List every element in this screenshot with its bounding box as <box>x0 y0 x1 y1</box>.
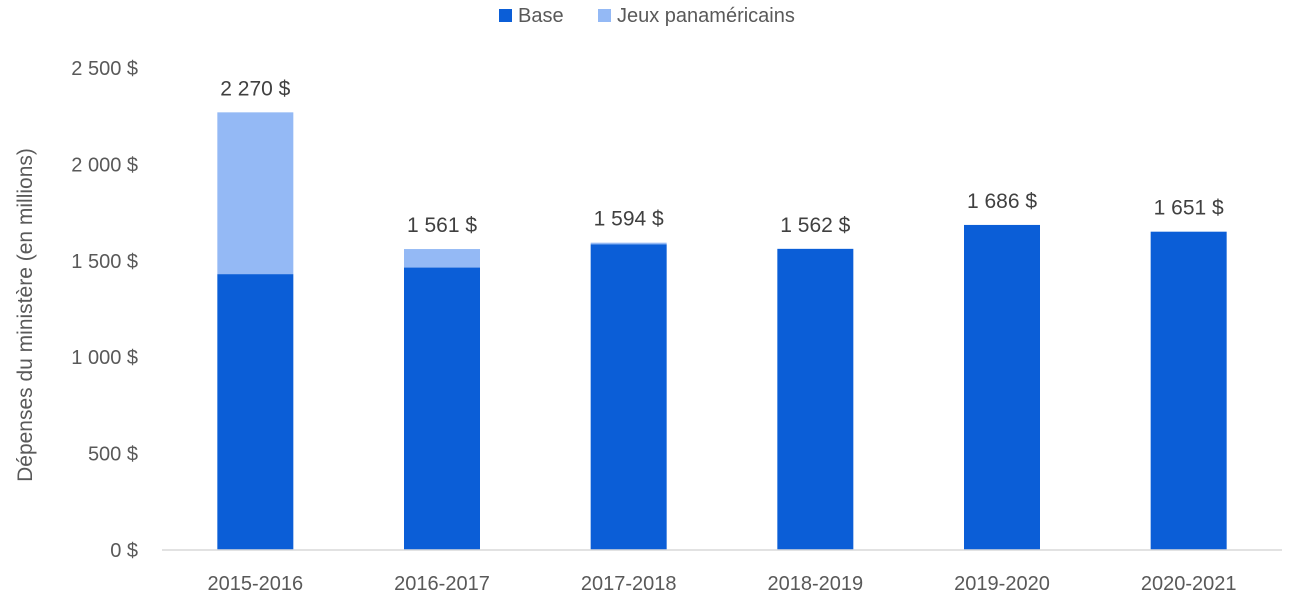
value-labels: 2 270 $ 1 561 $ 1 594 $ 1 562 $ 1 686 $ 1 651… <box>220 77 1224 237</box>
bar-total-label: 1 561 $ <box>407 214 477 237</box>
x-axis-ticks: 2015-2016 2016-2017 2017-2018 2018-2019 2019… <box>208 573 1237 595</box>
x-tick-label: 2016-2017 <box>394 573 490 595</box>
bar-segment <box>404 249 480 268</box>
bar-total-label: 1 686 $ <box>967 190 1037 213</box>
y-axis-ticks: 0 $ 500 $ 1 000 $ 1 500 $ 2 000 $ 2 500 $ <box>71 58 138 562</box>
legend-swatch <box>598 9 611 22</box>
x-tick-label: 2017-2018 <box>581 573 677 595</box>
x-tick-label: 2020-2021 <box>1141 573 1237 595</box>
x-tick-label: 2015-2016 <box>208 573 304 595</box>
y-axis-label: Dépenses du ministère (en millions) <box>14 148 37 482</box>
bar-segment <box>404 267 480 550</box>
bar-total-label: 1 651 $ <box>1154 197 1224 220</box>
y-tick-label: 1 500 $ <box>71 251 138 273</box>
legend-label: Base <box>518 5 564 27</box>
bars <box>217 112 1227 551</box>
bar-total-label: 1 562 $ <box>780 214 850 237</box>
bar-total-label: 2 270 $ <box>220 77 290 100</box>
y-tick-label: 0 $ <box>110 540 138 562</box>
y-tick-label: 1 000 $ <box>71 347 138 369</box>
bar-segment <box>590 244 667 551</box>
legend-label: Jeux panaméricains <box>617 5 795 27</box>
legend: Base Jeux panaméricains <box>499 5 795 27</box>
y-tick-label: 500 $ <box>88 444 138 466</box>
bar-segment <box>217 112 294 275</box>
bar-total-label: 1 594 $ <box>594 208 664 231</box>
bar-segment <box>1150 231 1227 550</box>
y-tick-label: 2 500 $ <box>71 58 138 80</box>
legend-swatch <box>499 9 512 22</box>
bar-segment <box>964 224 1040 550</box>
y-tick-label: 2 000 $ <box>71 154 138 176</box>
x-tick-label: 2018-2019 <box>768 573 864 595</box>
x-tick-label: 2019-2020 <box>954 573 1050 595</box>
bar-segment <box>217 274 294 550</box>
bar-segment <box>777 248 854 550</box>
bar-segment <box>590 242 667 245</box>
